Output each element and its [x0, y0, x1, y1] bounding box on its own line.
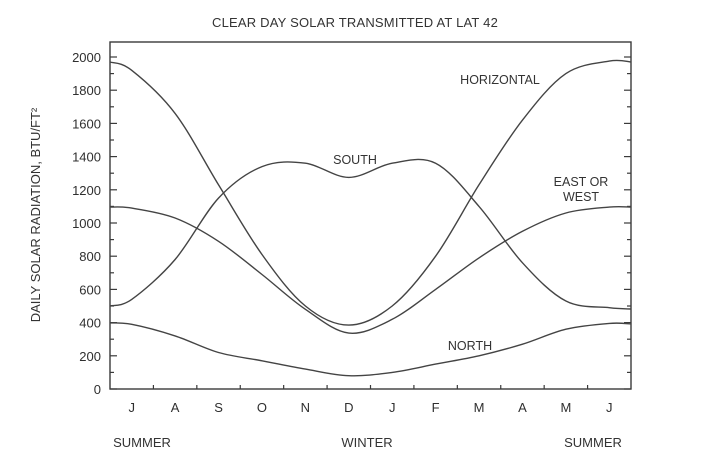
y-tick-label: 1600 — [72, 116, 101, 131]
month-label: M — [560, 400, 571, 415]
month-label: J — [128, 400, 135, 415]
chart-title: CLEAR DAY SOLAR TRANSMITTED AT LAT 42 — [212, 15, 498, 30]
season-label-winter: WINTER — [341, 435, 392, 450]
y-tick-label: 400 — [79, 316, 101, 331]
y-tick-label: 2000 — [72, 50, 101, 65]
month-label: J — [389, 400, 396, 415]
series-label-south: SOUTH — [333, 153, 377, 167]
y-tick-label: 0 — [94, 382, 101, 397]
month-label: S — [214, 400, 223, 415]
series-label-north: NORTH — [448, 339, 492, 353]
y-tick-label: 1400 — [72, 150, 101, 165]
season-label-summer-right: SUMMER — [564, 435, 622, 450]
series-curves — [109, 59, 632, 377]
y-tick-label: 1200 — [72, 183, 101, 198]
month-label: A — [171, 400, 180, 415]
season-label-summer-left: SUMMER — [113, 435, 171, 450]
month-label: N — [301, 400, 310, 415]
month-label: D — [344, 400, 353, 415]
month-label: O — [257, 400, 267, 415]
month-label: F — [432, 400, 440, 415]
y-tick-label: 600 — [79, 282, 101, 297]
curve-south — [109, 158, 632, 310]
curve-north — [109, 322, 632, 377]
series-label-east-or-west: WEST — [563, 190, 599, 204]
curve-horizontal — [109, 59, 632, 326]
curve-east-or-west — [109, 205, 632, 334]
y-tick-label: 1800 — [72, 83, 101, 98]
month-label: J — [606, 400, 613, 415]
month-label: M — [474, 400, 485, 415]
y-tick-label: 800 — [79, 249, 101, 264]
series-label-horizontal: HORIZONTAL — [460, 73, 540, 87]
y-axis-label: DAILY SOLAR RADIATION, BTU/FT² — [28, 107, 43, 322]
series-label-east-or-west: EAST OR — [554, 175, 609, 189]
y-axis: 0 200 400 600 800 1000 1200 1400 1600 1800 2000 — [72, 50, 631, 397]
y-tick-label: 200 — [79, 349, 101, 364]
month-label: A — [518, 400, 527, 415]
y-tick-label: 1000 — [72, 216, 101, 231]
plot-frame — [109, 41, 632, 390]
